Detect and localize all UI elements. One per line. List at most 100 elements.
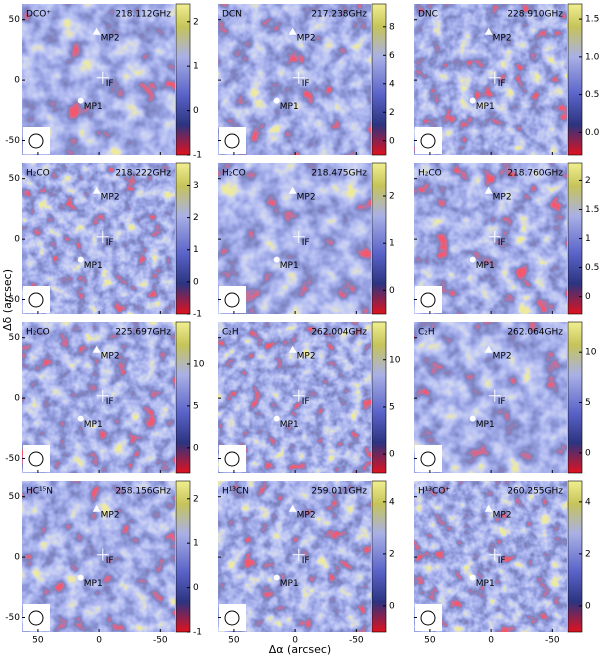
colorbar-tick-label: 0 [389, 286, 395, 296]
y-tick-label: -50 [5, 295, 20, 305]
panel: DNC 228.910GHz MP1 MP2 IF 1.5 1.0 0.5 0.0 [413, 3, 600, 156]
colorbar [371, 480, 387, 633]
mp2-label: MP2 [297, 510, 316, 520]
colorbar [175, 480, 191, 633]
beam-box [23, 286, 50, 313]
if-marker [488, 230, 501, 243]
if-marker [488, 71, 501, 84]
colorbar-tick-label: 2 [193, 213, 199, 223]
colorbar [371, 162, 387, 315]
mp2-marker [288, 186, 297, 194]
mp1-label: MP1 [84, 102, 103, 112]
molecule-label: HC¹⁵N [26, 487, 53, 497]
if-marker [292, 71, 305, 84]
mp2-marker [484, 504, 493, 512]
y-tick-label: 0 [14, 76, 20, 86]
colorbar-tick-label: 0 [389, 136, 395, 146]
y-tick-label: 50 [9, 333, 21, 343]
beam [224, 292, 240, 308]
colorbar-tick-label: 0 [585, 292, 591, 302]
colorbar-tick-label: 1.0 [585, 52, 600, 62]
beam [420, 133, 436, 149]
frequency-label: 262.004GHz [311, 328, 367, 338]
colorbar-tick-label: 2 [389, 192, 395, 202]
mp1-marker [273, 256, 280, 263]
frequency-label: 262.064GHz [507, 328, 563, 338]
colorbar [175, 3, 191, 156]
frequency-label: 260.255GHz [507, 487, 563, 497]
colorbar-tick-label: 0 [389, 450, 395, 460]
molecule-label: H¹³CO⁺ [418, 487, 450, 497]
frequency-label: 225.697GHz [115, 328, 171, 338]
panel: DCN 217.238GHz MP1 MP2 IF 8 6 4 2 0 [217, 3, 395, 156]
x-tick-label: -50 [153, 636, 168, 646]
mp2-marker [288, 345, 297, 353]
beam-box [415, 445, 442, 472]
colorbar-tick-label: 4 [585, 497, 591, 507]
colorbar [567, 480, 583, 633]
molecule-label: H₂CO [26, 169, 50, 179]
panel: C₂H 262.064GHz MP1 MP2 IF 10 5 0 [413, 321, 597, 474]
mp1-marker [77, 574, 84, 581]
colorbar-tick-label: -1 [193, 310, 202, 320]
if-label: IF [498, 397, 506, 407]
mp2-marker [484, 186, 493, 194]
colorbar-tick-label: 0 [193, 583, 199, 593]
beam [420, 451, 436, 467]
frequency-label: 258.156GHz [115, 487, 171, 497]
molecule-label: H₂CO [222, 169, 246, 179]
colorbar-tick-label: 2 [389, 108, 395, 118]
x-tick-label: 0 [96, 636, 102, 646]
colorbar-tick-label: 1 [193, 245, 199, 255]
frequency-label: 218.760GHz [507, 169, 563, 179]
x-tick-label: 50 [228, 636, 240, 646]
mp2-marker [92, 504, 101, 512]
mp1-marker [77, 97, 84, 104]
colorbar-tick-label: 2 [193, 494, 199, 504]
mp1-label: MP1 [84, 261, 103, 271]
y-tick-label: 50 [9, 15, 21, 25]
colorbar-tick-label: 2 [193, 17, 199, 27]
frequency-label: 218.222GHz [115, 169, 171, 179]
colorbar-tick-label: 5 [193, 401, 199, 411]
if-label: IF [498, 556, 506, 566]
beam [420, 610, 436, 626]
y-tick-label: 0 [14, 394, 20, 404]
mp2-marker [92, 345, 101, 353]
if-marker [96, 230, 109, 243]
panel: HC¹⁵N 258.156GHz MP1 MP2 IF 2 1 0 -1 50 0 -50 50 0 -50 [5, 480, 202, 646]
mp1-label: MP1 [476, 261, 495, 271]
mp1-label: MP1 [280, 102, 299, 112]
beam-box [23, 445, 50, 472]
colorbar-tick-label: 3 [193, 181, 199, 191]
colorbar-tick-label: 4 [389, 497, 395, 507]
mp1-marker [469, 256, 476, 263]
beam [224, 451, 240, 467]
beam [28, 451, 44, 467]
mp2-label: MP2 [297, 33, 316, 43]
panel: H¹³CO⁺ 260.255GHz MP1 MP2 IF 4 2 0 50 0 -50 [413, 480, 591, 646]
y-tick-label: 0 [14, 553, 20, 563]
mp2-marker [484, 27, 493, 35]
if-marker [488, 389, 501, 402]
colorbar [175, 162, 191, 315]
colorbar-tick-label: 0.0 [585, 128, 600, 138]
mp2-marker [288, 504, 297, 512]
beam-box [415, 286, 442, 313]
if-marker [96, 71, 109, 84]
beam-box [23, 127, 50, 154]
molecule-label: H₂CO [418, 169, 442, 179]
molecule-label: DCO⁺ [26, 10, 51, 20]
molecule-label: H₂CO [26, 328, 50, 338]
mp2-label: MP2 [101, 510, 120, 520]
mp2-label: MP2 [297, 192, 316, 202]
colorbar-tick-label: 0 [193, 277, 199, 287]
mp1-marker [273, 574, 280, 581]
mp2-label: MP2 [493, 192, 512, 202]
colorbar [371, 321, 387, 474]
colorbar-tick-label: 1 [193, 62, 199, 72]
mp2-label: MP2 [493, 510, 512, 520]
frequency-label: 228.910GHz [507, 10, 563, 20]
